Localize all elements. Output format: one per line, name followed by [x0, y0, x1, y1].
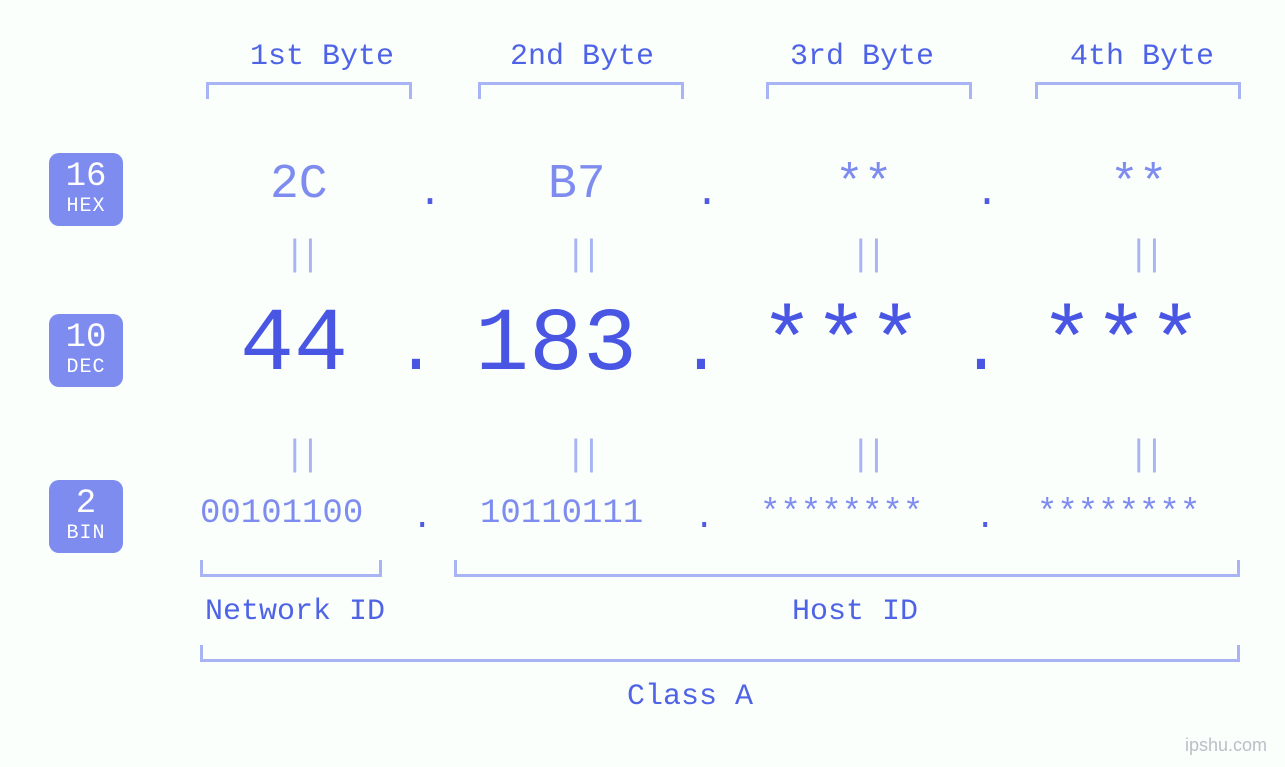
eq-2-1: || — [284, 435, 315, 476]
watermark: ipshu.com — [1185, 735, 1267, 756]
bracket-byte-3 — [766, 82, 972, 99]
eq-2-4: || — [1128, 435, 1159, 476]
badge-bin-num: 2 — [49, 486, 123, 523]
dec-dot-3: . — [960, 312, 1002, 391]
badge-dec-num: 10 — [49, 320, 123, 357]
hex-byte-4: ** — [1110, 158, 1168, 212]
eq-2-2: || — [565, 435, 596, 476]
badge-bin-sub: BIN — [49, 523, 123, 545]
bin-dot-2: . — [694, 500, 714, 538]
bin-byte-1: 00101100 — [200, 495, 363, 533]
badge-dec-sub: DEC — [49, 357, 123, 379]
bin-byte-4: ******** — [1037, 495, 1200, 533]
eq-1-1: || — [284, 235, 315, 276]
hex-byte-3: ** — [835, 158, 893, 212]
byte-header-4: 4th Byte — [1070, 40, 1214, 74]
network-id-label: Network ID — [205, 595, 385, 629]
bracket-byte-4 — [1035, 82, 1241, 99]
bin-byte-2: 10110111 — [480, 495, 643, 533]
badge-hex-num: 16 — [49, 159, 123, 196]
badge-hex-sub: HEX — [49, 196, 123, 218]
byte-header-2: 2nd Byte — [510, 40, 654, 74]
hex-dot-2: . — [695, 172, 719, 217]
host-id-label: Host ID — [792, 595, 918, 629]
bracket-network — [200, 560, 382, 577]
dec-dot-1: . — [395, 312, 437, 391]
eq-1-4: || — [1128, 235, 1159, 276]
eq-1-2: || — [565, 235, 596, 276]
badge-hex: 16 HEX — [49, 153, 123, 226]
eq-2-3: || — [850, 435, 881, 476]
byte-header-1: 1st Byte — [250, 40, 394, 74]
bin-byte-3: ******** — [760, 495, 923, 533]
hex-dot-3: . — [975, 172, 999, 217]
badge-dec: 10 DEC — [49, 314, 123, 387]
bracket-byte-2 — [478, 82, 684, 99]
eq-1-3: || — [850, 235, 881, 276]
bin-dot-1: . — [412, 500, 432, 538]
badge-bin: 2 BIN — [49, 480, 123, 553]
hex-byte-2: B7 — [548, 158, 606, 212]
dec-dot-2: . — [680, 312, 722, 391]
bracket-host — [454, 560, 1240, 577]
dec-byte-1: 44 — [240, 295, 348, 397]
bracket-byte-1 — [206, 82, 412, 99]
byte-header-3: 3rd Byte — [790, 40, 934, 74]
bracket-class — [200, 645, 1240, 662]
dec-byte-2: 183 — [475, 295, 637, 397]
dec-byte-3: *** — [760, 295, 922, 397]
hex-byte-1: 2C — [270, 158, 328, 212]
class-label: Class A — [627, 680, 753, 714]
dec-byte-4: *** — [1040, 295, 1202, 397]
bin-dot-3: . — [975, 500, 995, 538]
hex-dot-1: . — [418, 172, 442, 217]
